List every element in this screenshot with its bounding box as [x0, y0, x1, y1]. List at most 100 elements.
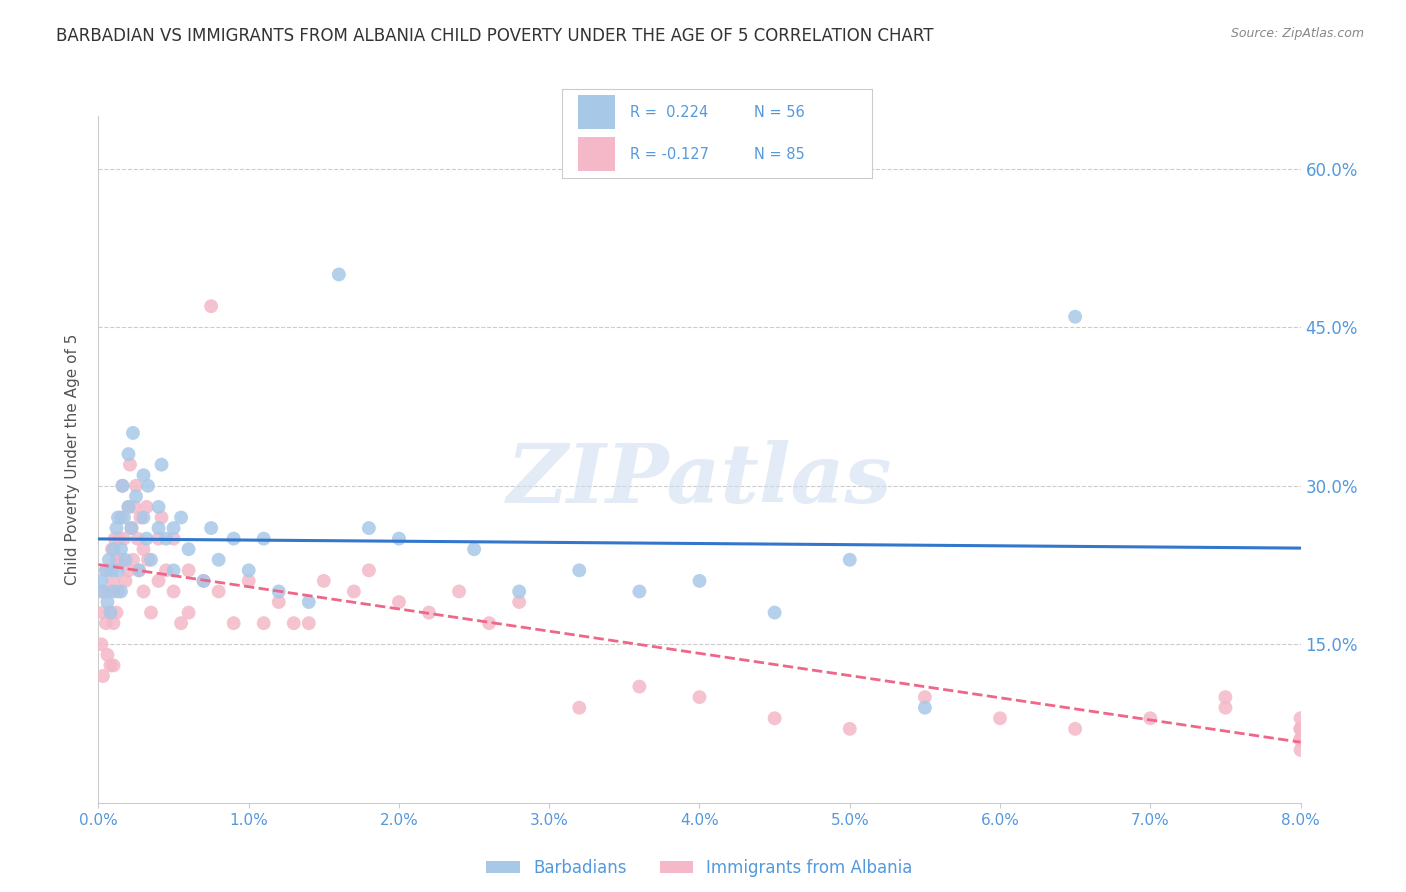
Point — [148, 532, 170, 546]
Point — [298, 595, 321, 609]
Point — [121, 521, 143, 535]
Point — [1289, 722, 1312, 736]
Point — [238, 563, 260, 577]
Point — [97, 584, 120, 599]
Point — [177, 563, 200, 577]
Point — [170, 510, 193, 524]
Point — [148, 574, 170, 588]
Point — [117, 500, 139, 514]
Point — [238, 574, 260, 588]
Point — [125, 489, 148, 503]
Point — [1289, 732, 1312, 747]
Point — [127, 532, 149, 546]
Point — [208, 584, 231, 599]
Point — [357, 563, 380, 577]
Point — [107, 510, 129, 524]
Point — [155, 563, 177, 577]
Point — [222, 616, 245, 631]
Point — [117, 500, 139, 514]
Point — [94, 563, 117, 577]
Point — [1289, 732, 1312, 747]
Point — [103, 616, 125, 631]
Point — [343, 584, 366, 599]
Point — [105, 553, 128, 567]
Point — [150, 458, 173, 472]
Point — [100, 606, 122, 620]
Point — [148, 521, 170, 535]
Point — [162, 563, 184, 577]
Point — [111, 479, 134, 493]
Point — [105, 606, 128, 620]
Text: N = 56: N = 56 — [754, 105, 804, 120]
Point — [357, 521, 380, 535]
Point — [1064, 722, 1087, 736]
Text: ZIPatlas: ZIPatlas — [506, 440, 893, 520]
Point — [132, 584, 155, 599]
Point — [763, 711, 786, 725]
Point — [253, 532, 276, 546]
Point — [124, 500, 146, 514]
Point — [988, 711, 1011, 725]
Point — [90, 637, 112, 651]
Point — [914, 690, 936, 705]
Point — [132, 542, 155, 557]
Point — [117, 563, 139, 577]
Point — [132, 510, 155, 524]
Point — [568, 700, 591, 714]
Point — [1139, 711, 1161, 725]
Point — [129, 510, 152, 524]
Point — [1289, 743, 1312, 757]
Point — [162, 532, 184, 546]
Point — [1289, 732, 1312, 747]
Point — [914, 700, 936, 714]
Point — [478, 616, 501, 631]
Point — [763, 606, 786, 620]
Point — [628, 584, 651, 599]
Point — [112, 510, 135, 524]
Point — [104, 532, 127, 546]
Point — [568, 563, 591, 577]
Point — [193, 574, 215, 588]
Point — [100, 606, 122, 620]
Point — [139, 606, 162, 620]
Point — [267, 595, 290, 609]
Point — [110, 542, 132, 557]
Point — [689, 574, 711, 588]
Point — [418, 606, 440, 620]
Point — [128, 563, 150, 577]
Point — [170, 616, 193, 631]
Point — [114, 553, 136, 567]
Text: N = 85: N = 85 — [754, 147, 804, 161]
Y-axis label: Child Poverty Under the Age of 5: Child Poverty Under the Age of 5 — [65, 334, 80, 585]
Point — [91, 584, 114, 599]
Point — [148, 500, 170, 514]
Point — [110, 553, 132, 567]
Point — [1064, 310, 1087, 324]
Point — [1289, 732, 1312, 747]
Point — [838, 722, 860, 736]
Point — [222, 532, 245, 546]
Point — [111, 479, 134, 493]
Point — [107, 584, 129, 599]
Point — [96, 595, 118, 609]
Point — [162, 521, 184, 535]
Point — [89, 584, 111, 599]
Point — [298, 616, 321, 631]
Point — [103, 658, 125, 673]
Point — [177, 606, 200, 620]
Point — [122, 553, 145, 567]
Point — [312, 574, 335, 588]
Point — [283, 616, 305, 631]
Point — [1215, 690, 1237, 705]
Point — [136, 479, 159, 493]
Point — [94, 563, 117, 577]
Point — [118, 458, 141, 472]
Point — [253, 616, 276, 631]
Text: R =  0.224: R = 0.224 — [630, 105, 709, 120]
Point — [107, 563, 129, 577]
Point — [208, 553, 231, 567]
Point — [155, 532, 177, 546]
Point — [838, 553, 860, 567]
Point — [508, 595, 530, 609]
Point — [150, 510, 173, 524]
